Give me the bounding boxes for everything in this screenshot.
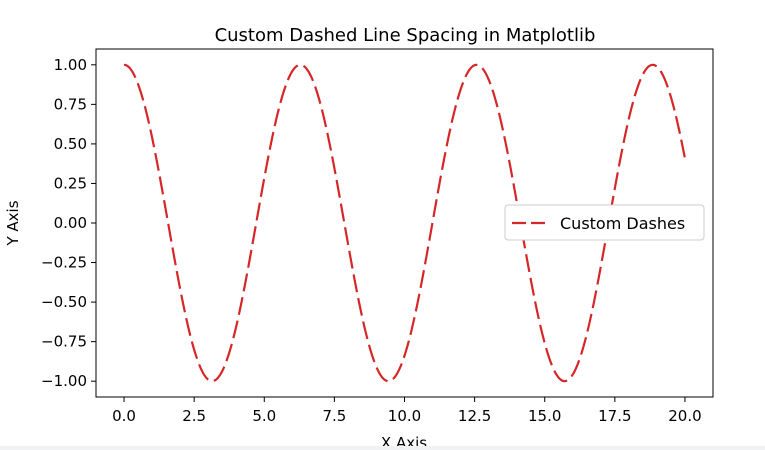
- x-tick-label: 7.5: [322, 407, 346, 425]
- x-tick-label: 12.5: [458, 407, 491, 425]
- x-tick-label: 20.0: [668, 407, 701, 425]
- x-tick-label: 15.0: [528, 407, 561, 425]
- x-tick-label: 0.0: [112, 407, 136, 425]
- y-tick-label: −0.50: [41, 293, 87, 311]
- x-tick-label: 17.5: [598, 407, 631, 425]
- y-tick-label: −0.25: [41, 254, 87, 272]
- y-tick-label: 0.75: [54, 95, 87, 113]
- y-tick-label: 1.00: [54, 56, 87, 74]
- x-tick-label: 5.0: [252, 407, 276, 425]
- y-tick-label: −0.75: [41, 333, 87, 351]
- legend-label: Custom Dashes: [560, 214, 685, 233]
- legend: Custom Dashes: [505, 205, 704, 240]
- y-tick-label: 0.50: [54, 135, 87, 153]
- window-bottom-strip: [0, 446, 765, 450]
- y-tick-label: 0.25: [54, 174, 87, 192]
- y-tick-label: 0.00: [54, 214, 87, 232]
- y-axis-ticks: 1.00 0.75 0.50 0.25 0.00 −0.25 −0.50 −0.75 −1.00: [41, 56, 96, 390]
- chart-title: Custom Dashed Line Spacing in Matplotlib: [215, 25, 596, 46]
- y-tick-label: −1.00: [41, 372, 87, 390]
- x-tick-label: 10.0: [388, 407, 421, 425]
- y-axis-label: Y Axis: [4, 200, 22, 246]
- x-tick-label: 2.5: [182, 407, 206, 425]
- x-axis-ticks: 0.0 2.5 5.0 7.5 10.0 12.5 15.0 17.5 20.0: [112, 397, 702, 425]
